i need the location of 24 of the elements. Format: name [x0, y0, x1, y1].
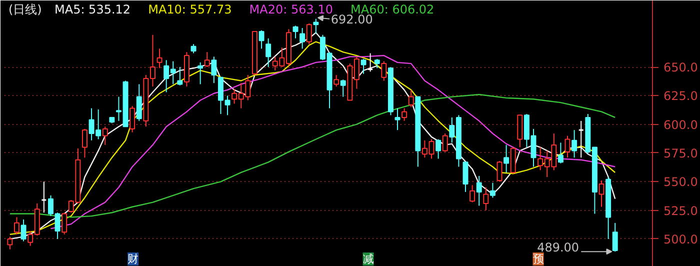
y-tick-label: 575.0	[664, 146, 698, 160]
chart-title: (日线)	[8, 2, 42, 16]
annotation: 减	[362, 252, 374, 266]
annotation: 692.00	[330, 12, 373, 26]
candlestick	[483, 186, 489, 211]
y-tick-label: 625.0	[664, 89, 698, 104]
y-tick-label: 550.0	[664, 175, 698, 190]
annotation: 预	[532, 252, 544, 266]
candlestick	[476, 175, 482, 206]
text: MA20: 563.10	[249, 2, 333, 16]
candlestick	[40, 181, 47, 214]
line-series	[50, 54, 616, 230]
candlestick	[504, 144, 510, 173]
text: MA10: 557.73	[148, 2, 232, 16]
annotation: 财	[128, 252, 139, 266]
candlestick	[394, 108, 400, 131]
annotation: 489.00	[537, 240, 580, 255]
y-tick-label: 650.0	[664, 60, 698, 74]
candlestick	[578, 120, 584, 158]
y-tick-label: 525.0	[664, 204, 698, 218]
y-tick-label: 500.0	[664, 232, 698, 246]
y-tick-label: 600.0	[664, 118, 698, 132]
candlestick	[572, 130, 578, 158]
text: MA5: 535.12	[54, 2, 131, 16]
